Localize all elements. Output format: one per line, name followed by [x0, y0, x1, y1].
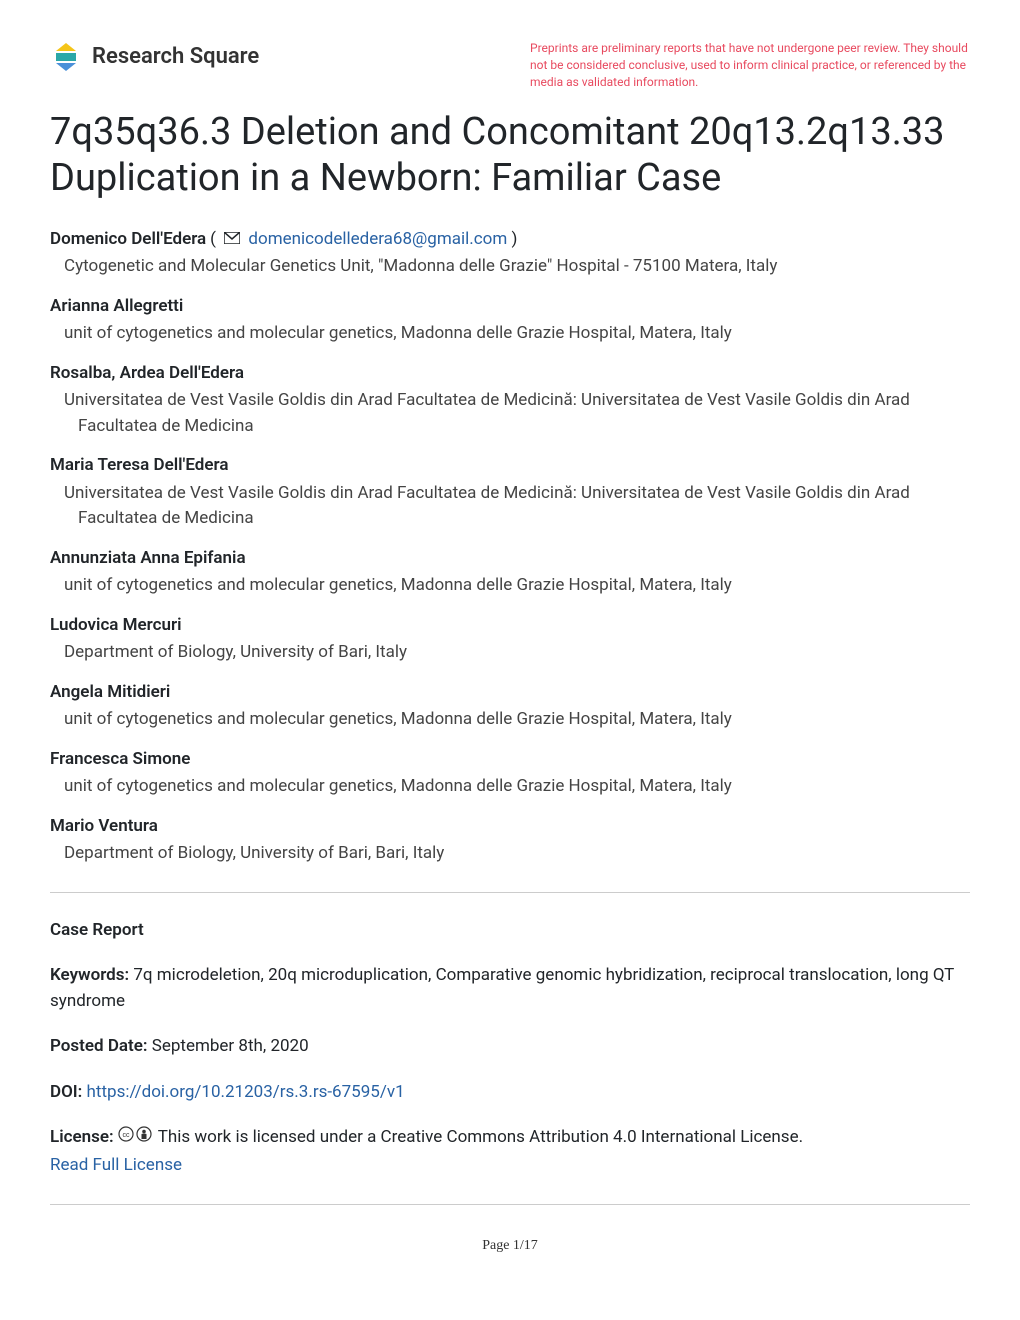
doi-label: DOI: — [50, 1082, 82, 1102]
author-name: Arianna Allegretti — [50, 296, 183, 316]
email-icon — [224, 227, 240, 253]
author-affiliation: Cytogenetic and Molecular Genetics Unit,… — [64, 254, 970, 280]
corresponding-wrapper: ( domenicodelledera68@gmail.com ) — [210, 229, 517, 249]
corresponding-email-link[interactable]: domenicodelledera68@gmail.com — [248, 229, 507, 249]
section-divider — [50, 1204, 970, 1205]
article-title: 7q35q36.3 Deletion and Concomitant 20q13… — [50, 110, 970, 201]
posted-date-label: Posted Date: — [50, 1036, 148, 1056]
author-block: Ludovica Mercuri Department of Biology, … — [50, 613, 970, 666]
keywords-label: Keywords: — [50, 965, 129, 985]
brand-logo-area[interactable]: Research Square — [50, 40, 259, 73]
author-name: Rosalba, Ardea Dell'Edera — [50, 363, 244, 383]
author-block: Arianna Allegretti unit of cytogenetics … — [50, 294, 970, 347]
posted-date-section: Posted Date: September 8th, 2020 — [50, 1034, 970, 1060]
author-block: Domenico Dell'Edera ( domenicodelledera6… — [50, 227, 970, 280]
author-name: Ludovica Mercuri — [50, 615, 182, 635]
author-name: Mario Ventura — [50, 816, 158, 836]
article-type-label: Case Report — [50, 920, 144, 940]
doi-link[interactable]: https://doi.org/10.21203/rs.3.rs-67595/v… — [87, 1082, 405, 1102]
article-type: Case Report — [50, 918, 970, 944]
author-block: Maria Teresa Dell'Edera Universitatea de… — [50, 453, 970, 532]
author-block: Annunziata Anna Epifania unit of cytogen… — [50, 546, 970, 599]
doi-section: DOI: https://doi.org/10.21203/rs.3.rs-67… — [50, 1080, 970, 1106]
author-block: Rosalba, Ardea Dell'Edera Universitatea … — [50, 361, 970, 440]
preprint-disclaimer: Preprints are preliminary reports that h… — [530, 40, 970, 90]
author-affiliation: unit of cytogenetics and molecular genet… — [64, 573, 970, 599]
author-affiliation: Department of Biology, University of Bar… — [64, 841, 970, 867]
author-name: Francesca Simone — [50, 749, 190, 769]
license-link[interactable]: Read Full License — [50, 1153, 970, 1179]
header-row: Research Square Preprints are preliminar… — [50, 40, 970, 90]
author-affiliation: Department of Biology, University of Bar… — [64, 640, 970, 666]
research-square-logo-icon — [50, 41, 82, 73]
author-name: Angela Mitidieri — [50, 682, 170, 702]
keywords-value: 7q microdeletion, 20q microduplication, … — [50, 965, 954, 1011]
author-name: Annunziata Anna Epifania — [50, 548, 246, 568]
section-divider — [50, 892, 970, 893]
page-indicator: Page 1/17 — [50, 1235, 970, 1256]
author-name: Domenico Dell'Edera — [50, 229, 206, 249]
author-block: Mario Ventura Department of Biology, Uni… — [50, 814, 970, 867]
author-block: Angela Mitidieri unit of cytogenetics an… — [50, 680, 970, 733]
brand-name: Research Square — [92, 40, 259, 73]
license-section: License: cc This work is licensed under … — [50, 1125, 970, 1178]
license-label: License: — [50, 1128, 114, 1148]
author-name: Maria Teresa Dell'Edera — [50, 455, 228, 475]
authors-list: Domenico Dell'Edera ( domenicodelledera6… — [50, 227, 970, 867]
author-block: Francesca Simone unit of cytogenetics an… — [50, 747, 970, 800]
author-affiliation: unit of cytogenetics and molecular genet… — [64, 321, 970, 347]
posted-date-value: September 8th, 2020 — [152, 1036, 309, 1056]
author-affiliation: unit of cytogenetics and molecular genet… — [64, 774, 970, 800]
author-affiliation: unit of cytogenetics and molecular genet… — [64, 707, 970, 733]
license-text: This work is licensed under a Creative C… — [158, 1128, 803, 1148]
keywords-section: Keywords: 7q microdeletion, 20q microdup… — [50, 963, 970, 1014]
author-affiliation: Universitatea de Vest Vasile Goldis din … — [64, 481, 970, 532]
svg-text:cc: cc — [122, 1132, 130, 1139]
author-affiliation: Universitatea de Vest Vasile Goldis din … — [64, 388, 970, 439]
cc-by-icon: cc — [118, 1125, 154, 1151]
